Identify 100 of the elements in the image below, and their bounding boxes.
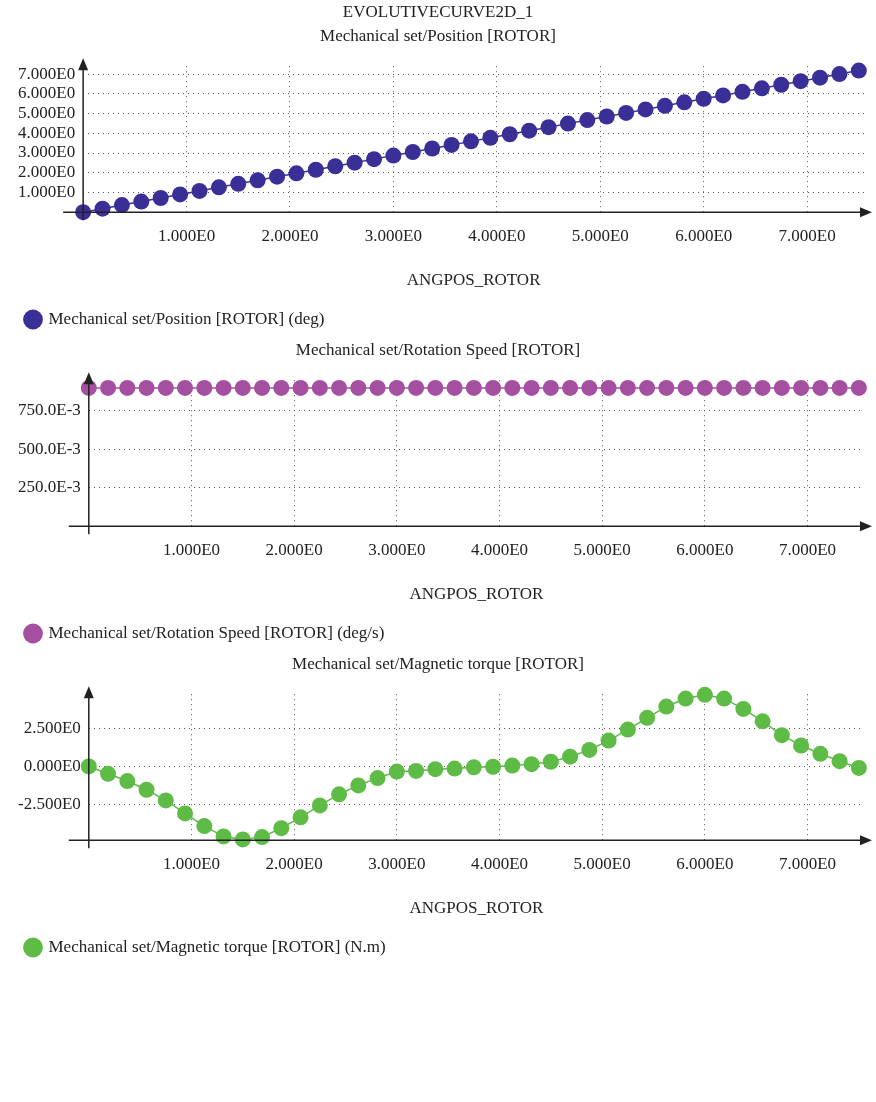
point [677, 690, 694, 707]
point [523, 756, 540, 773]
point [292, 809, 309, 826]
chart-title: Mechanical set/Rotation Speed [ROTOR] [294, 339, 582, 361]
point [656, 97, 673, 114]
point [172, 186, 189, 203]
point [210, 179, 227, 196]
point [812, 745, 829, 762]
y-tick-label: 7.000E0 [17, 63, 76, 83]
point [138, 781, 155, 798]
x-tick-label: 3.000E0 [368, 539, 426, 559]
point [600, 732, 617, 749]
y-tick-label: 0.000E0 [23, 755, 81, 775]
point [427, 761, 444, 778]
legend-label: Mechanical set/Position [ROTOR] (deg) [48, 308, 325, 328]
point [715, 87, 732, 104]
point [735, 700, 752, 717]
point [696, 686, 713, 703]
point [388, 763, 405, 780]
x-tick-label: 1.000E0 [162, 539, 221, 559]
y-tick-label: 1.000E0 [17, 181, 76, 201]
y-tick-label: 750.0E-3 [18, 400, 81, 420]
x-tick-label: 4.000E0 [468, 225, 526, 245]
chart-title: Mechanical set/Magnetic torque [ROTOR] [291, 653, 585, 675]
point [695, 90, 712, 107]
point [637, 101, 654, 118]
point [792, 73, 809, 90]
point [177, 805, 194, 822]
y-tick-label: 6.000E0 [17, 83, 76, 103]
y-tick-label: 3.000E0 [17, 142, 76, 162]
point [831, 66, 848, 83]
point [408, 762, 425, 779]
point [542, 753, 559, 770]
point [133, 193, 150, 210]
point [540, 119, 557, 136]
point [462, 133, 479, 150]
point [196, 818, 213, 835]
chart-subtitle: Mechanical set/Position [ROTOR] [319, 25, 557, 47]
x-tick-label: 6.000E0 [676, 539, 734, 559]
point [307, 161, 324, 178]
point [404, 144, 421, 161]
x-tick-label: 2.000E0 [261, 225, 319, 245]
point [579, 112, 596, 129]
x-tick-label: 6.000E0 [676, 853, 734, 873]
point [269, 168, 286, 185]
x-tick-label: 1.000E0 [162, 853, 221, 873]
point [521, 122, 538, 139]
legend-label: Mechanical set/Rotation Speed [ROTOR] (deg/s) [48, 622, 385, 642]
y-tick-label: 4.000E0 [17, 122, 76, 142]
point [831, 753, 848, 770]
point [559, 115, 576, 132]
point [734, 83, 751, 100]
point [850, 62, 867, 79]
point [191, 182, 208, 199]
point [331, 786, 348, 803]
y-tick-label: 500.0E-3 [18, 438, 81, 458]
point [465, 759, 482, 776]
point [485, 758, 502, 775]
x-axis-title: ANGPOS_ROTOR [409, 898, 544, 918]
point [812, 69, 829, 86]
point [773, 727, 790, 744]
x-tick-label: 7.000E0 [778, 539, 837, 559]
point [230, 175, 247, 192]
point [157, 792, 174, 809]
point [598, 108, 615, 125]
x-tick-label: 7.000E0 [778, 225, 836, 245]
point [658, 698, 675, 715]
point [152, 190, 169, 206]
point [288, 165, 305, 182]
point [366, 151, 383, 168]
y-tick-label: 2.000E0 [17, 162, 76, 182]
x-tick-label: 2.000E0 [265, 853, 323, 873]
x-axis-title: ANGPOS_ROTOR [406, 270, 542, 290]
point [501, 126, 518, 143]
x-tick-label: 2.000E0 [265, 539, 323, 559]
y-tick-label: 250.0E-3 [18, 477, 81, 497]
point [273, 820, 290, 837]
point [754, 713, 771, 730]
point [424, 140, 441, 157]
point [716, 690, 733, 707]
point [639, 709, 656, 726]
y-tick-label: 2.500E0 [23, 718, 81, 738]
point [443, 136, 460, 153]
y-tick-label: -2.500E0 [18, 793, 81, 813]
point [327, 158, 344, 175]
point [753, 80, 770, 97]
point [346, 154, 363, 171]
point [619, 721, 636, 738]
point [676, 94, 693, 111]
x-tick-label: 3.000E0 [364, 225, 422, 245]
point [369, 770, 386, 787]
point [385, 147, 402, 164]
point [350, 777, 367, 794]
point [581, 741, 598, 758]
point [482, 129, 499, 146]
point [562, 748, 579, 765]
x-tick-label: 7.000E0 [778, 853, 837, 873]
point [850, 759, 867, 776]
x-tick-label: 5.000E0 [571, 225, 629, 245]
x-tick-label: 6.000E0 [675, 225, 733, 245]
